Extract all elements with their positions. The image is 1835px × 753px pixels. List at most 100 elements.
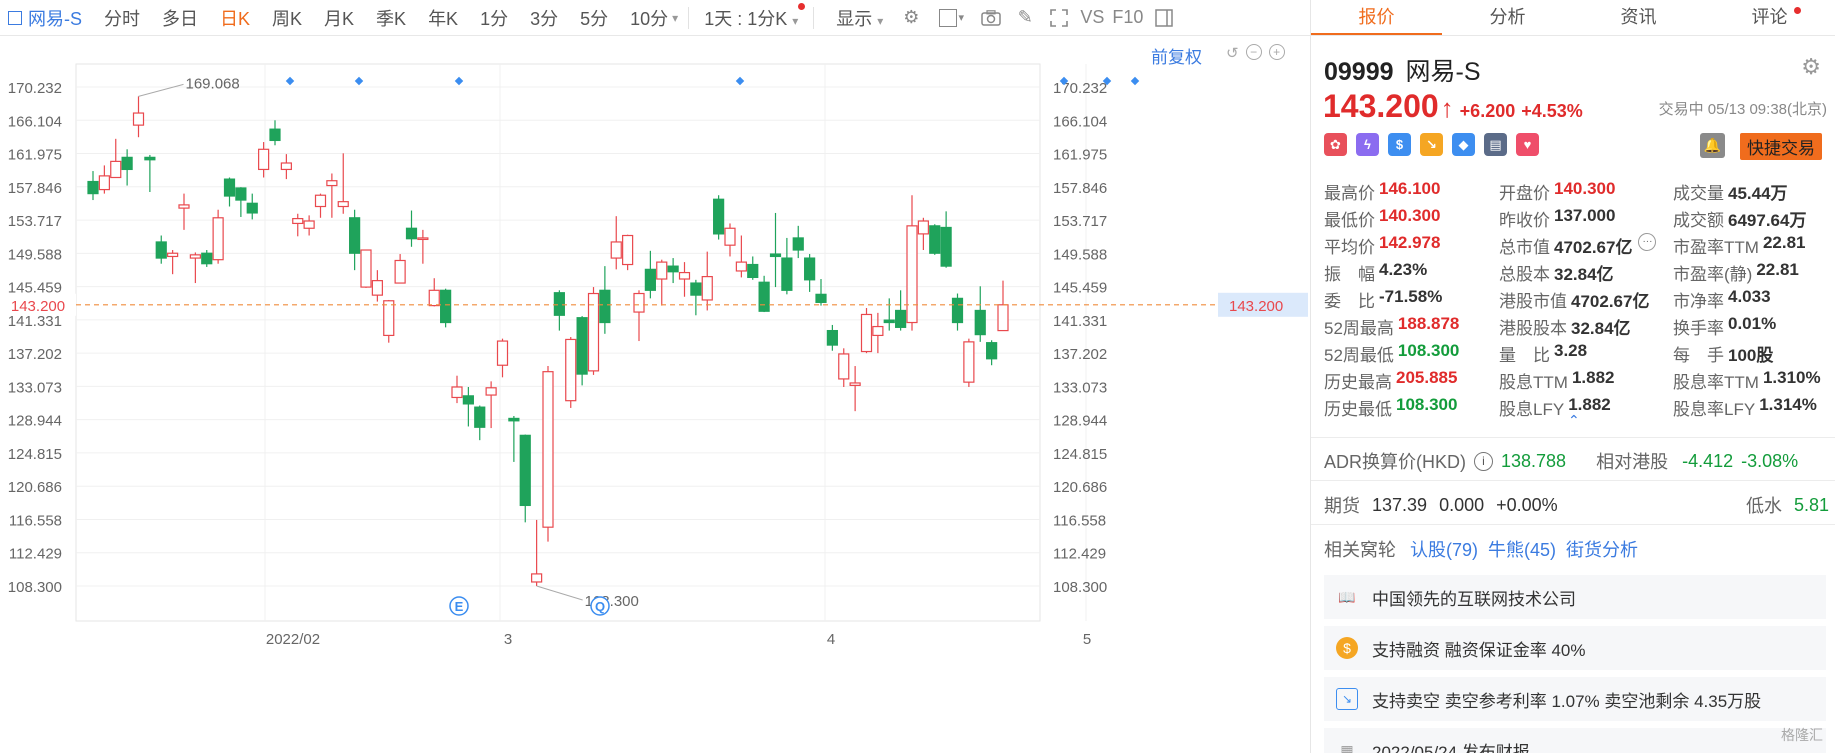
candle	[678, 262, 691, 297]
stock-selector[interactable]: 网易-S	[0, 5, 93, 31]
tab-comments[interactable]: 评论	[1704, 0, 1835, 35]
zoom-out-icon[interactable]: −	[1245, 44, 1262, 60]
candle	[87, 171, 99, 201]
stat-label: 总市值	[1499, 238, 1550, 257]
dollar-icon[interactable]: $	[1388, 133, 1411, 156]
high-marker-line	[138, 83, 184, 97]
candle-body	[713, 198, 725, 235]
divider	[1311, 480, 1835, 481]
period-tab[interactable]: 周K	[272, 8, 303, 29]
tab-quote[interactable]: 报价	[1311, 0, 1442, 35]
candle-body	[326, 180, 338, 187]
y-tick-label-left: 128.944	[8, 413, 62, 430]
feature-margin[interactable]: $ 支持融资 融资保证金率 40%	[1324, 626, 1826, 670]
feature-company[interactable]: 📖 中国领先的互联网技术公司	[1324, 575, 1826, 619]
f10-button[interactable]: F10	[1112, 7, 1144, 27]
heart-icon[interactable]: ♥	[1516, 133, 1539, 156]
gear-icon[interactable]: ⚙	[1801, 54, 1821, 79]
candle	[906, 195, 918, 331]
warrant-link-outstanding[interactable]: 街货分析	[1566, 540, 1639, 560]
y-tick-label-left: 141.331	[8, 313, 62, 330]
candle-body	[849, 382, 861, 386]
adjust-mode-button[interactable]: 前复权	[1151, 48, 1202, 67]
stat-label: 股息TTM	[1499, 373, 1568, 392]
stat-value: 140.300	[1554, 179, 1616, 198]
fullscreen-icon[interactable]	[1042, 0, 1076, 36]
camera-icon[interactable]	[974, 0, 1008, 36]
side-panel-toggle-icon[interactable]	[1147, 0, 1181, 36]
event-diamond-marker	[735, 76, 745, 86]
candle	[565, 337, 577, 408]
multi-day-selector[interactable]: 1天 : 1分K ▾	[693, 2, 809, 31]
stats-row: 52周最高 188.878 港股股本 32.84亿 换手率 0.01%	[1324, 313, 1830, 340]
period-tab[interactable]: 季K	[376, 8, 407, 29]
tag-icon[interactable]: ◆	[1452, 133, 1475, 156]
y-tick-label-right: 116.558	[1053, 512, 1106, 529]
candle-body	[610, 241, 622, 259]
stat-label: 历史最高	[1324, 373, 1392, 392]
candle-body	[986, 342, 998, 360]
tab-news[interactable]: 资讯	[1620, 7, 1657, 27]
stat-value: 146.100	[1379, 179, 1441, 198]
chart-controls: ↺ − +	[1226, 44, 1285, 62]
period-tab[interactable]: 3分	[530, 8, 559, 29]
zoom-in-icon[interactable]: +	[1268, 44, 1285, 60]
stat-cell: 股息TTM 1.882	[1499, 368, 1673, 393]
chevron-down-icon[interactable]: ▾	[672, 10, 679, 25]
feature-earnings[interactable]: ▦ 2022/05/24 发布财报	[1324, 728, 1826, 753]
y-tick-label-right: 166.104	[1053, 113, 1107, 130]
event-diamond-marker	[354, 76, 364, 86]
period-tab[interactable]: 5分	[580, 8, 609, 29]
hk-flower-icon[interactable]: ✿	[1324, 133, 1347, 156]
stats-grid: 最高价 146.100 开盘价 140.300 成交量 45.44万 最低价 140.300 昨…	[1324, 178, 1830, 421]
candle-body	[110, 160, 122, 179]
candle	[656, 259, 668, 306]
candle	[747, 256, 759, 280]
futures-pct: +0.00%	[1496, 494, 1558, 515]
period-tab-active[interactable]: 日K	[220, 8, 251, 29]
candle-body	[462, 395, 474, 405]
drawing-box-icon[interactable]: ▾	[928, 0, 974, 36]
collapse-caret-icon[interactable]: ⌃	[1568, 412, 1580, 428]
display-menu[interactable]: 显示 ▾	[818, 5, 894, 31]
info-icon[interactable]: i	[1474, 451, 1493, 471]
period-tab[interactable]: 年K	[428, 8, 459, 29]
candle	[963, 338, 975, 387]
candle	[713, 195, 725, 240]
period-tab[interactable]: 10分	[630, 8, 669, 29]
candle	[462, 386, 474, 427]
short-sell-icon[interactable]: ↘	[1420, 133, 1443, 156]
futures-change: 0.000	[1439, 494, 1485, 515]
price-change-pct: +4.53%	[1521, 101, 1583, 121]
warrant-link-cbbc[interactable]: 牛熊(45)	[1488, 540, 1557, 560]
warrant-link-call[interactable]: 认股(79)	[1410, 540, 1479, 560]
stat-label: 最低价	[1324, 211, 1375, 230]
candle	[474, 405, 486, 441]
chart-toolbar: 网易-S 分时 多日 日K 周K 月K 季K 年K 1分 3分 5分 10分 ▾…	[0, 0, 1310, 36]
alert-bell-icon[interactable]: 🔔	[1700, 133, 1725, 158]
quick-trade-button[interactable]: 快捷交易	[1740, 133, 1822, 160]
candle	[587, 287, 600, 375]
panel-tabs: 报价 分析 资讯 评论	[1311, 0, 1835, 36]
pencil-icon[interactable]: ✎	[1017, 7, 1033, 27]
candle	[542, 366, 554, 542]
candle	[724, 223, 736, 257]
feature-short[interactable]: ↘ 支持卖空 卖空参考利率 1.07% 卖空池剩余 4.35万股	[1324, 677, 1826, 721]
tab-analysis[interactable]: 分析	[1489, 7, 1526, 27]
last-price: 143.200	[1323, 88, 1439, 124]
compare-vs-button[interactable]: VS	[1080, 7, 1105, 27]
stat-value: 108.300	[1396, 395, 1458, 414]
period-tab[interactable]: 分时	[104, 8, 140, 29]
stat-value: 188.878	[1397, 314, 1460, 333]
stat-label: 每 手	[1673, 346, 1724, 365]
y-tick-label-right: 157.846	[1053, 180, 1107, 197]
report-icon[interactable]: ▤	[1484, 133, 1507, 156]
period-tab[interactable]: 月K	[324, 8, 355, 29]
margin-icon[interactable]: ϟ	[1356, 133, 1379, 156]
kline-chart[interactable]: 170.232 170.232 166.104 166.104 161.975 161.9…	[0, 36, 1310, 753]
settings-gear-icon[interactable]: ⚙	[903, 7, 920, 27]
period-tab[interactable]: 多日	[162, 8, 198, 29]
reset-icon[interactable]: ↺	[1226, 45, 1239, 62]
period-tab[interactable]: 1分	[480, 8, 509, 29]
more-options-icon[interactable]: ···	[1638, 233, 1657, 251]
